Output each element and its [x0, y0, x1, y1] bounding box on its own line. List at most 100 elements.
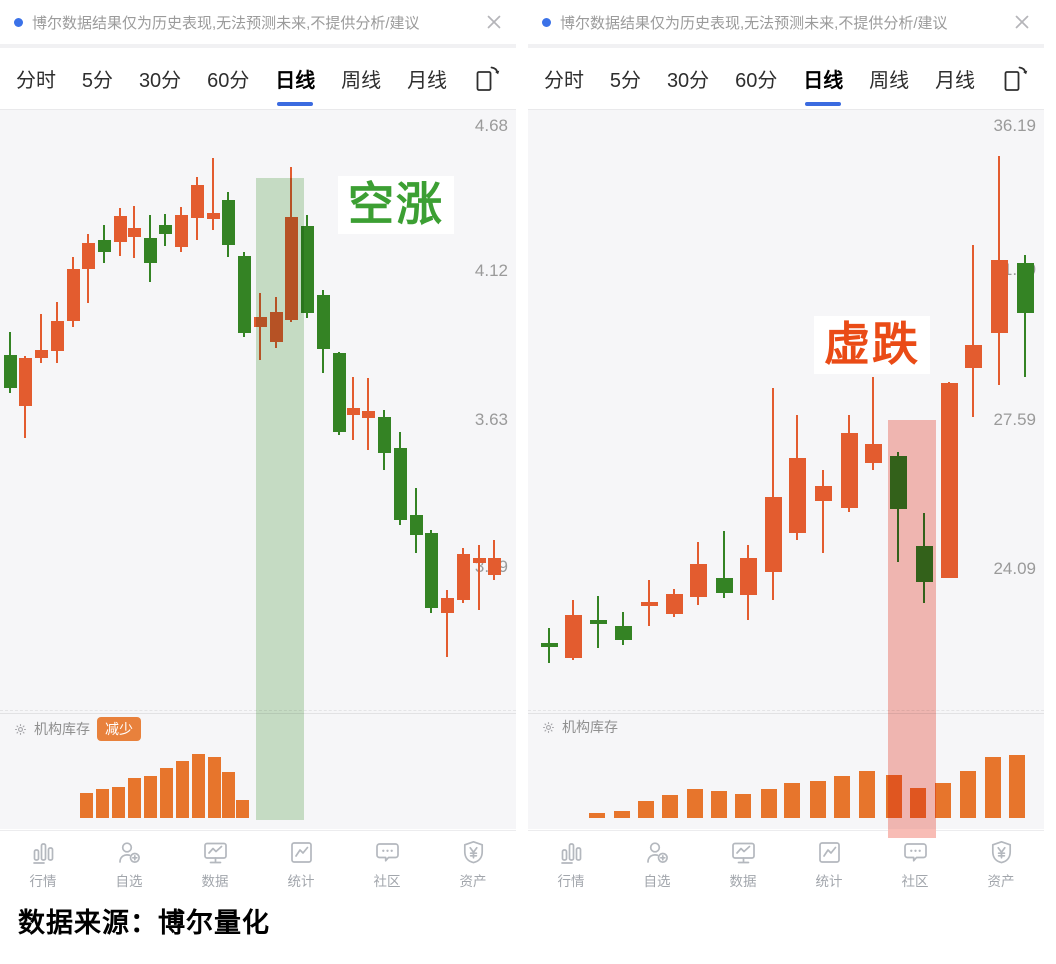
disclaimer-bar: 博尔数据结果仅为历史表现,无法预测未来,不提供分析/建议 [0, 0, 516, 44]
volume-bar [784, 783, 800, 818]
volume-bar [589, 813, 605, 818]
inventory-label: 机构库存 [34, 721, 90, 737]
volume-bar [985, 757, 1001, 818]
nav-item-社区[interactable]: 社区 [872, 831, 958, 898]
tab-5分[interactable]: 5分 [81, 70, 114, 92]
tab-日线[interactable]: 日线 [803, 64, 843, 93]
nav-item-自选[interactable]: 自选 [86, 831, 172, 898]
close-icon[interactable] [486, 14, 502, 30]
nav-item-label: 自选 [643, 874, 671, 889]
bullet-dot-icon [542, 17, 551, 27]
volume-bar [834, 776, 850, 818]
chat-dots-icon [902, 839, 929, 866]
candle-body [665, 594, 683, 614]
pane-divider [528, 713, 1044, 714]
nav-item-数据[interactable]: 数据 [700, 831, 786, 898]
candle-wick [446, 590, 448, 657]
nav-item-label: 行情 [557, 874, 585, 889]
volume-bar [1009, 755, 1025, 818]
candle-wick [772, 388, 774, 600]
candle-body [113, 216, 127, 242]
candle-body [564, 615, 582, 658]
inventory-row: 机构库存 减少 [14, 717, 141, 741]
tab-日线[interactable]: 日线 [275, 64, 315, 93]
price-label: 4.68 [474, 116, 508, 135]
volume-bar [96, 789, 109, 818]
candle-body [1016, 263, 1034, 313]
price-label: 36.19 [993, 116, 1036, 135]
tab-60分[interactable]: 60分 [207, 70, 250, 92]
price-label: 27.59 [993, 410, 1036, 429]
highlight-band [256, 178, 304, 820]
candle-body [764, 497, 782, 572]
nav-item-社区[interactable]: 社区 [344, 831, 430, 898]
tab-5分[interactable]: 5分 [609, 70, 642, 92]
gear-icon[interactable] [542, 721, 555, 734]
tab-周线[interactable]: 周线 [869, 70, 910, 92]
candle-body [158, 225, 172, 234]
tab-30分[interactable]: 30分 [138, 70, 182, 92]
disclaimer-text: 博尔数据结果仅为历史表现,无法预测未来,不提供分析/建议 [560, 14, 948, 32]
person-plus-icon [116, 839, 143, 866]
nav-item-资产[interactable]: 资产 [430, 831, 516, 898]
disclaimer-bar: 博尔数据结果仅为历史表现,无法预测未来,不提供分析/建议 [528, 0, 1044, 44]
candle-body [81, 243, 95, 269]
candle-body [788, 458, 806, 533]
chart-square-icon [816, 839, 843, 866]
nav-item-label: 资产 [987, 874, 1015, 889]
tab-分时[interactable]: 分时 [16, 70, 56, 92]
tab-60分[interactable]: 60分 [735, 70, 778, 92]
candle-body [97, 240, 111, 252]
candle-body [640, 602, 658, 606]
left-app-panel: 博尔数据结果仅为历史表现,无法预测未来,不提供分析/建议 分时 5分 30分 60分 日… [0, 0, 516, 900]
candle-body [614, 626, 632, 640]
candle-body [864, 444, 882, 463]
shield-yen-icon [460, 839, 487, 866]
right-app-panel: 博尔数据结果仅为历史表现,无法预测未来,不提供分析/建议 分时 5分 30分 60分 日… [528, 0, 1044, 900]
candle-body [456, 554, 470, 600]
nav-item-label: 行情 [29, 874, 57, 889]
nav-item-label: 自选 [115, 874, 143, 889]
rotate-screen-icon[interactable] [473, 64, 500, 94]
close-icon[interactable] [1014, 14, 1030, 30]
candle-body [472, 558, 486, 563]
gridline [528, 710, 1044, 711]
gear-icon[interactable] [14, 723, 27, 736]
tab-周线[interactable]: 周线 [341, 70, 382, 92]
tab-月线[interactable]: 月线 [935, 70, 976, 92]
nav-item-行情[interactable]: 行情 [0, 831, 86, 898]
volume-bar [160, 768, 173, 818]
candle-wick [972, 245, 974, 417]
candle-body [221, 200, 235, 245]
nav-item-资产[interactable]: 资产 [958, 831, 1044, 898]
bullet-dot-icon [14, 17, 23, 27]
candle-body [316, 295, 330, 349]
nav-item-label: 社区 [901, 874, 929, 889]
candle-body [34, 350, 48, 358]
nav-item-自选[interactable]: 自选 [614, 831, 700, 898]
volume-bar [662, 795, 678, 818]
price-label: 4.12 [474, 261, 508, 280]
candle-body [346, 408, 360, 415]
nav-item-统计[interactable]: 统计 [258, 831, 344, 898]
nav-item-数据[interactable]: 数据 [172, 831, 258, 898]
bar-chart-icon [30, 839, 57, 866]
tab-30分[interactable]: 30分 [666, 70, 710, 92]
decrease-badge: 减少 [97, 717, 141, 741]
candle-wick [212, 158, 214, 230]
tab-分时[interactable]: 分时 [544, 70, 584, 92]
candle-body [940, 383, 958, 578]
divider [0, 44, 516, 48]
tab-月线[interactable]: 月线 [407, 70, 448, 92]
period-tabs: 分时 5分 30分 60分 日线 周线 月线 [528, 48, 1044, 110]
data-source-caption: 数据来源：博尔量化 [18, 908, 270, 938]
rotate-screen-icon[interactable] [1001, 64, 1028, 94]
volume-bar [687, 789, 703, 818]
candle-body [814, 486, 832, 501]
nav-item-统计[interactable]: 统计 [786, 831, 872, 898]
candle-body [18, 358, 32, 406]
nav-item-行情[interactable]: 行情 [528, 831, 614, 898]
candle-body [440, 598, 454, 613]
volume-bar [711, 791, 727, 818]
volume-bar [112, 787, 125, 818]
